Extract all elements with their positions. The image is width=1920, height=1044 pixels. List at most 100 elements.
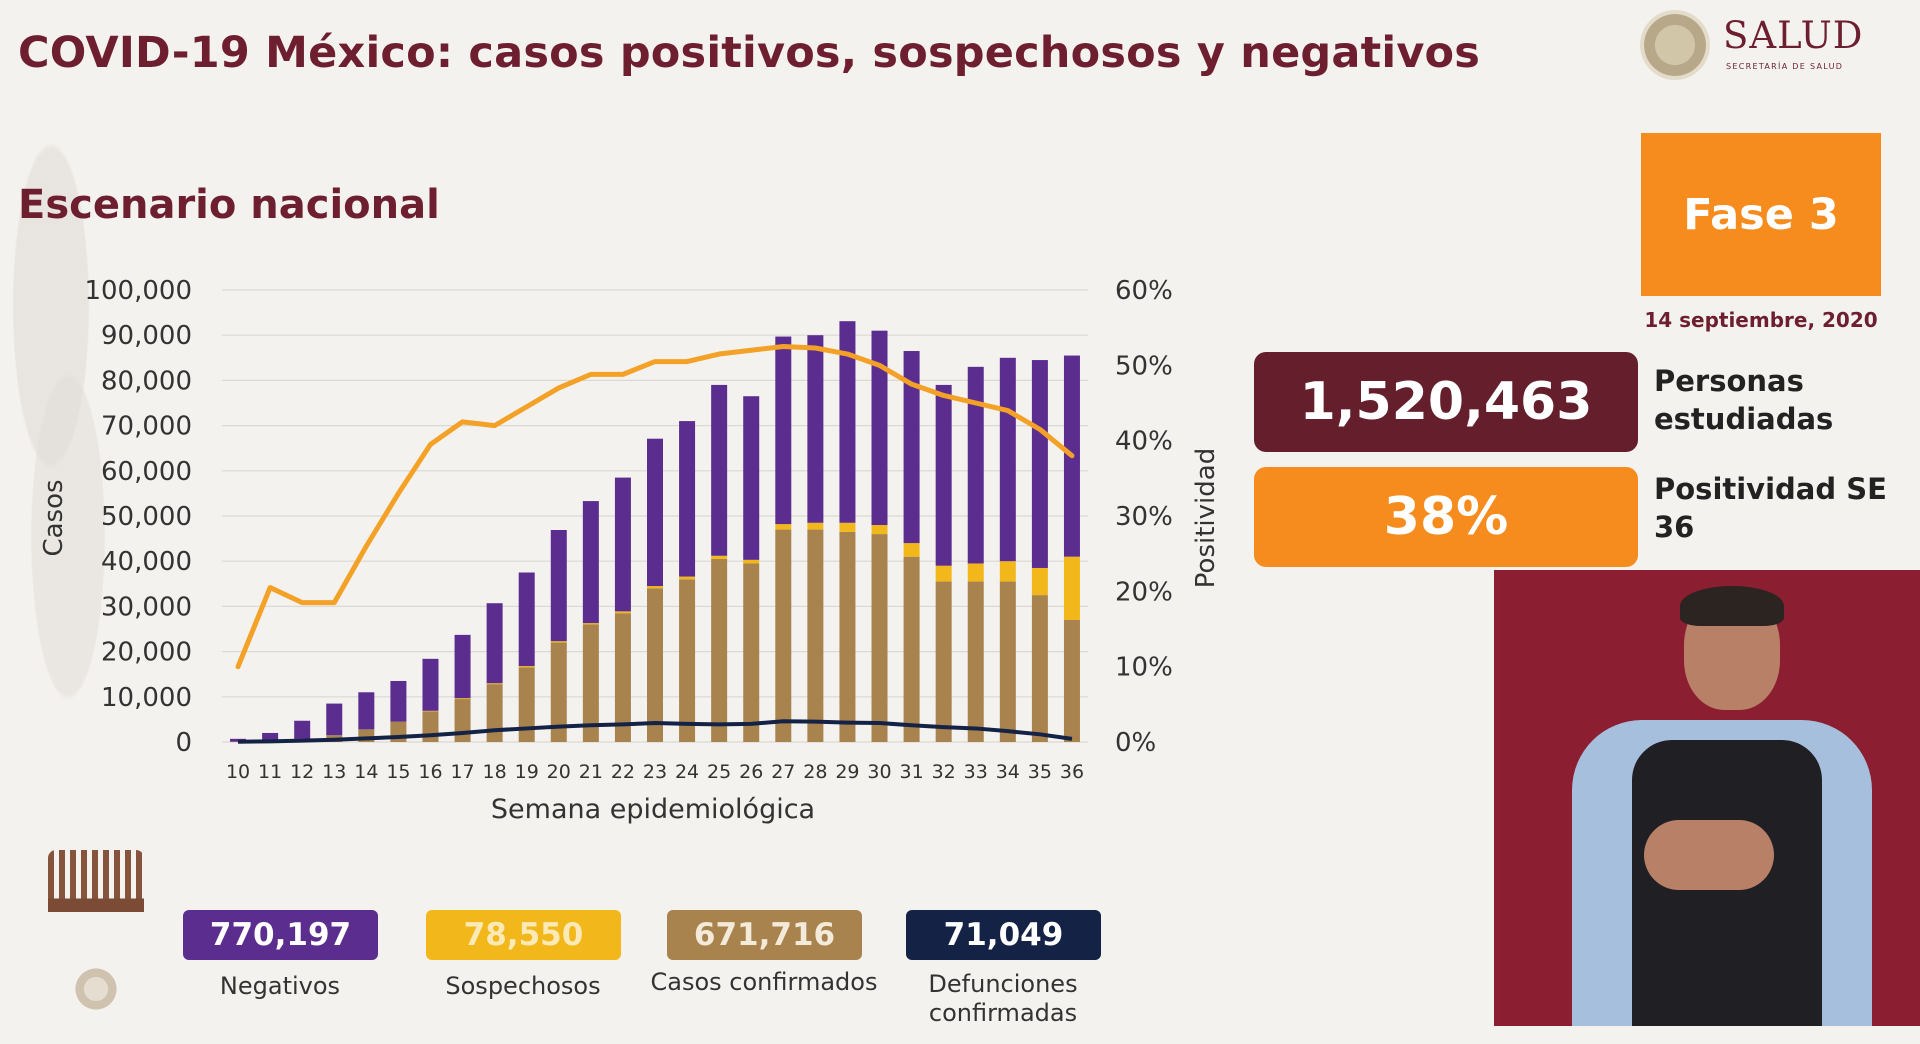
- bar-sospechosos: [807, 522, 824, 530]
- y-tick-label: 10,000: [101, 683, 192, 713]
- x-tick-label: 16: [418, 761, 442, 783]
- bar-confirmados: [1063, 619, 1080, 742]
- y-tick-label: 20,000: [101, 638, 192, 668]
- seal-icon: [72, 965, 120, 1013]
- studied-value: 1,520,463: [1254, 352, 1638, 452]
- y2-axis-label: Positividad: [1191, 448, 1221, 588]
- line-positividad: [235, 344, 1075, 670]
- bar-negativos: [454, 634, 471, 699]
- bar-negativos: [422, 658, 439, 711]
- bar-confirmados: [454, 699, 471, 742]
- bar-sospechosos: [967, 563, 984, 582]
- y-tick-label: 100,000: [84, 276, 192, 306]
- y-tick-label: 60,000: [101, 457, 192, 487]
- bar-confirmados: [614, 613, 631, 742]
- total-confirmados: 671,716: [667, 910, 862, 960]
- positivity-label: Positividad SE 36: [1654, 472, 1887, 544]
- bar-negativos: [358, 692, 375, 730]
- bar-negativos: [871, 330, 888, 526]
- x-tick-label: 17: [450, 761, 474, 783]
- bar-negativos: [614, 477, 631, 612]
- x-tick-label: 30: [867, 761, 891, 783]
- coat-of-arms-icon: [1640, 10, 1710, 80]
- total-defunciones: 71,049: [906, 910, 1101, 960]
- y-axis-label: Casos: [39, 479, 69, 556]
- studied-label: Personas estudiadas: [1654, 364, 1834, 436]
- bar-confirmados: [550, 642, 567, 742]
- page-title: COVID-19 México: casos positivos, sospec…: [18, 28, 1481, 78]
- bar-confirmados: [871, 534, 888, 742]
- x-tick-label: 35: [1028, 761, 1052, 783]
- y2-tick-label: 10%: [1115, 653, 1173, 683]
- positivity-value: 38%: [1254, 467, 1638, 567]
- total-negativos-label: Negativos: [219, 972, 341, 1000]
- bar-sospechosos: [1063, 556, 1080, 620]
- total-defunciones-label: Defunciones confirmadas: [928, 970, 1078, 1027]
- bar-negativos: [967, 366, 984, 564]
- x-tick-label: 34: [996, 761, 1020, 783]
- y-tick-label: 30,000: [101, 592, 192, 622]
- bar-sospechosos: [518, 666, 535, 668]
- y-tick-label: 80,000: [101, 366, 192, 396]
- skyline-icon: [48, 850, 144, 912]
- bar-sospechosos: [550, 641, 567, 643]
- bar-negativos: [743, 396, 760, 560]
- total-sospechosos-label: Sospechosos: [445, 972, 601, 1000]
- y2-tick-label: 50%: [1115, 351, 1173, 381]
- y-tick-label: 50,000: [101, 502, 192, 532]
- bar-confirmados: [647, 588, 663, 742]
- bar-confirmados: [679, 579, 696, 742]
- x-tick-label: 13: [322, 761, 346, 783]
- bar-confirmados: [935, 581, 952, 742]
- bar-sospechosos: [999, 561, 1016, 582]
- phase-badge: Fase 3: [1641, 133, 1881, 296]
- cases-chart: Casos Positividad Semana epidemiológica …: [39, 276, 1221, 825]
- x-tick-label: 26: [739, 761, 763, 783]
- y-tick-label: 40,000: [101, 547, 192, 577]
- bar-negativos: [1031, 360, 1048, 568]
- x-tick-label: 20: [547, 761, 571, 783]
- line-defunciones: [238, 719, 1073, 744]
- bar-negativos: [839, 321, 856, 523]
- x-tick-label: 15: [386, 761, 410, 783]
- interpreter-hands: [1644, 820, 1774, 890]
- bar-confirmados: [839, 531, 856, 742]
- x-tick-label: 12: [290, 761, 314, 783]
- bar-sospechosos: [935, 565, 952, 582]
- bar-negativos: [326, 703, 343, 736]
- bar-confirmados: [711, 558, 728, 742]
- bar-sospechosos: [1031, 567, 1048, 596]
- bar-confirmados: [775, 529, 792, 742]
- bar-sospechosos: [614, 611, 631, 614]
- x-axis-label: Semana epidemiológica: [491, 794, 815, 825]
- bar-negativos: [935, 384, 952, 566]
- bar-negativos: [486, 603, 503, 684]
- salud-logo: SALUD SECRETARÍA DE SALUD: [1640, 10, 1885, 82]
- x-tick-label: 25: [707, 761, 731, 783]
- bar-negativos: [999, 357, 1016, 562]
- y2-tick-label: 30%: [1115, 502, 1173, 532]
- x-tick-label: 29: [835, 761, 859, 783]
- x-tick-label: 22: [611, 761, 635, 783]
- report-date: 14 septiembre, 2020: [1644, 308, 1878, 332]
- bar-sospechosos: [903, 543, 920, 557]
- y-tick-label: 90,000: [101, 321, 192, 351]
- x-tick-label: 31: [899, 761, 923, 783]
- logo-text: SALUD: [1723, 14, 1864, 57]
- x-tick-label: 33: [964, 761, 988, 783]
- bar-negativos: [390, 680, 407, 722]
- bar-negativos: [294, 720, 311, 739]
- bar-confirmados: [967, 581, 984, 742]
- bar-negativos: [711, 384, 728, 556]
- x-tick-label: 10: [226, 761, 250, 783]
- bar-confirmados: [518, 667, 535, 742]
- y2-tick-label: 60%: [1115, 276, 1173, 306]
- logo-subtext: SECRETARÍA DE SALUD: [1726, 62, 1844, 71]
- bar-confirmados: [903, 556, 920, 742]
- bar-negativos: [775, 336, 792, 525]
- x-tick-label: 27: [771, 761, 795, 783]
- bar-sospechosos: [647, 586, 663, 589]
- sign-language-interpreter: [1494, 570, 1920, 1026]
- page-subtitle: Escenario nacional: [18, 182, 440, 228]
- x-tick-label: 19: [515, 761, 539, 783]
